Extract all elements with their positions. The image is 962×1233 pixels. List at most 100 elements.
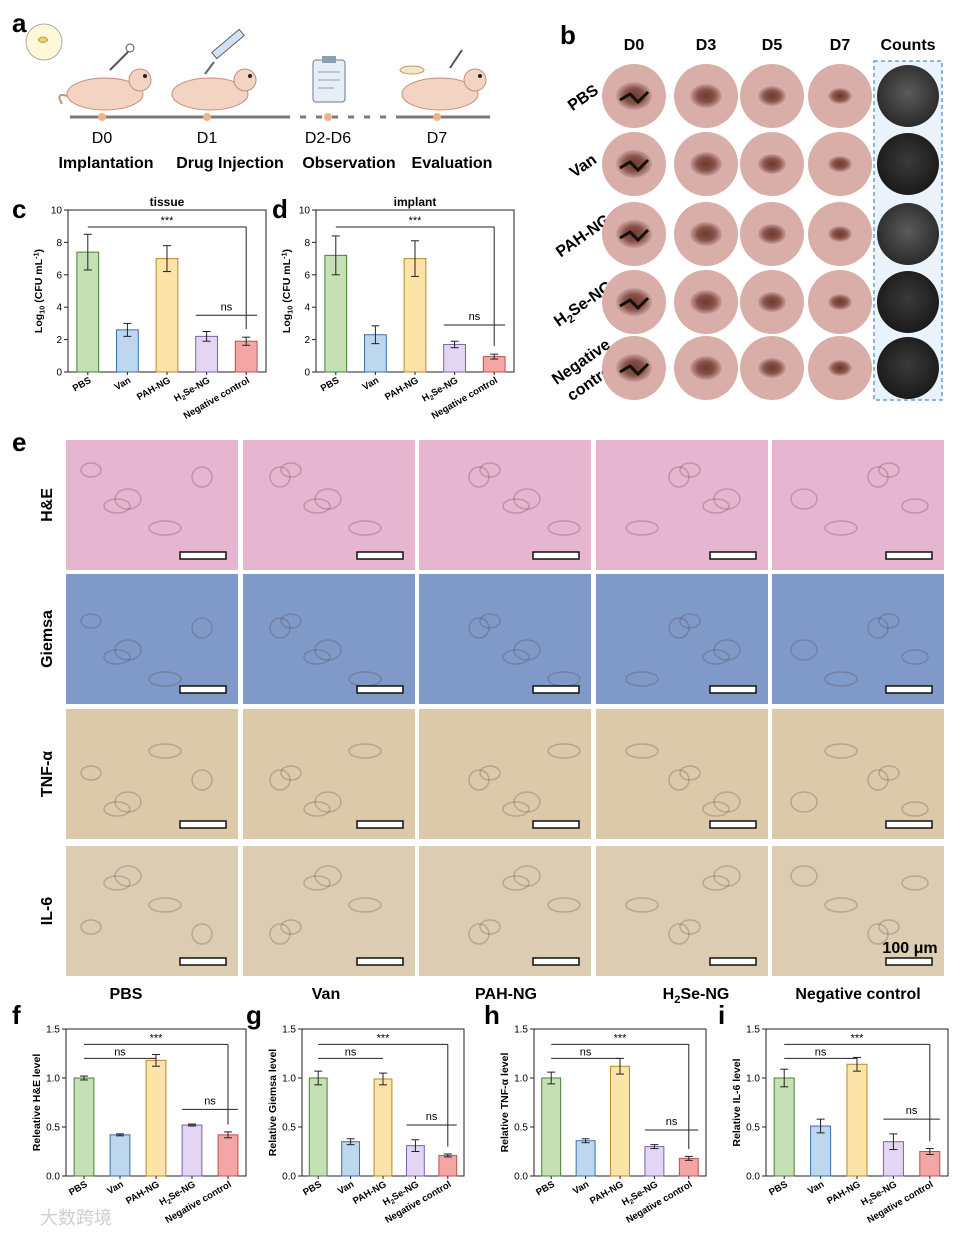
bar <box>145 1059 167 1177</box>
significance-label: ns <box>815 1046 827 1058</box>
tissue-structure <box>479 765 501 781</box>
tissue-structure <box>679 919 701 935</box>
tissue-structure <box>547 520 581 536</box>
y-tick-label: 1.0 <box>746 1074 760 1085</box>
tissue-structure <box>303 498 331 514</box>
tissue-structure <box>314 791 342 813</box>
x-tick-label: Van <box>113 375 133 393</box>
mouse-injection-icon <box>171 28 257 111</box>
tissue-structure <box>348 743 382 759</box>
bar <box>443 343 466 373</box>
histology-image <box>772 574 944 704</box>
group-label: PBS <box>110 986 143 1003</box>
bar <box>308 1077 328 1177</box>
scale-bar <box>532 551 580 560</box>
y-tick-label: 0.0 <box>746 1172 760 1183</box>
y-tick-label: 4 <box>56 303 62 314</box>
y-tick-label: 0.5 <box>746 1123 760 1134</box>
tissue-structure <box>513 488 541 510</box>
tissue-structure <box>901 649 929 665</box>
bar <box>234 340 258 373</box>
day-label: D7 <box>427 130 448 147</box>
significance-label: ns <box>221 301 233 313</box>
x-tick-label: PBS <box>767 1179 789 1198</box>
significance-label: ns <box>906 1105 918 1117</box>
stain-label: H&E <box>39 488 56 522</box>
day-label: D2-D6 <box>305 130 351 147</box>
tissue-structure <box>191 923 213 945</box>
y-tick-label: 8 <box>56 238 62 249</box>
tissue-structure <box>468 769 490 791</box>
tissue-structure <box>625 671 659 687</box>
chart-title: implant <box>394 195 437 209</box>
y-axis-label: Relative IL-6 level <box>731 1058 743 1146</box>
significance-label: *** <box>614 1032 628 1044</box>
tissue-structure <box>348 897 382 913</box>
histology-image <box>419 574 591 704</box>
suture-icon <box>619 362 650 377</box>
chart-d: 0 2 4 6 8 10 Log10 (CFU mL-1) implant PBS Van PAH-… <box>279 195 515 422</box>
step-label: Implantation <box>58 155 153 172</box>
histology-image <box>772 709 944 839</box>
step-label: Drug Injection <box>176 155 284 172</box>
tissue-structure <box>702 498 730 514</box>
tissue-structure <box>713 639 741 661</box>
tissue-structure <box>103 649 131 665</box>
scale-bar <box>532 957 580 966</box>
wound-area <box>690 290 722 314</box>
bar <box>846 1063 868 1177</box>
tissue-structure <box>867 466 889 488</box>
tissue-structure <box>314 865 342 887</box>
x-tick-label: Van <box>806 1179 826 1197</box>
chart-f: 0.0 0.5 1.0 1.5 Releative H&E level PBS VanPAH… <box>31 1025 247 1226</box>
x-tick-label: Negative control <box>430 375 500 422</box>
group-label: H2Se-NG <box>663 986 730 1006</box>
y-tick-label: 1.5 <box>282 1025 296 1036</box>
tissue-structure <box>479 462 501 478</box>
tissue-structure <box>280 919 302 935</box>
tissue-structure <box>901 801 929 817</box>
row-label: PBS <box>565 82 602 115</box>
tissue-structure <box>625 743 659 759</box>
tissue-structure <box>103 498 131 514</box>
tissue-structure <box>103 875 131 891</box>
tissue-structure <box>790 488 818 510</box>
y-axis-label: Log10 (CFU mL-1) <box>31 249 46 333</box>
tissue-structure <box>303 875 331 891</box>
agar-plate <box>877 271 939 333</box>
scale-bar <box>885 820 933 829</box>
tissue-structure <box>468 466 490 488</box>
timeline-dot <box>324 113 332 121</box>
scale-bar <box>179 820 227 829</box>
tissue-structure <box>80 462 102 478</box>
group-label: Van <box>312 986 340 1003</box>
tissue-structure <box>348 520 382 536</box>
bar <box>73 1077 95 1177</box>
panel-letter-i: i <box>718 1000 725 1030</box>
watermark: 大数跨境 <box>40 1208 112 1228</box>
wound-area <box>690 356 722 380</box>
panel-letter-e: e <box>12 427 26 457</box>
x-tick-label: PAH-NG <box>588 1179 625 1207</box>
tissue-structure <box>479 919 501 935</box>
tissue-structure <box>824 671 858 687</box>
scale-bar <box>356 685 404 694</box>
wound-area <box>690 84 722 108</box>
scale-bar <box>179 551 227 560</box>
bar <box>541 1077 562 1177</box>
y-tick-label: 0 <box>56 368 62 379</box>
tissue-structure <box>668 923 690 945</box>
tissue-structure <box>878 919 900 935</box>
tissue-structure <box>80 613 102 629</box>
significance-label: ns <box>666 1116 678 1128</box>
tissue-structure <box>713 791 741 813</box>
clipboard-icon <box>312 56 346 103</box>
significance-label: ns <box>345 1046 357 1058</box>
histology-image <box>596 574 768 704</box>
tissue-structure <box>314 639 342 661</box>
mouse-implantation-icon <box>25 23 152 111</box>
tissue-structure <box>513 639 541 661</box>
tissue-structure <box>191 769 213 791</box>
x-tick-label: PAH-NG <box>825 1179 862 1207</box>
tissue-structure <box>878 462 900 478</box>
